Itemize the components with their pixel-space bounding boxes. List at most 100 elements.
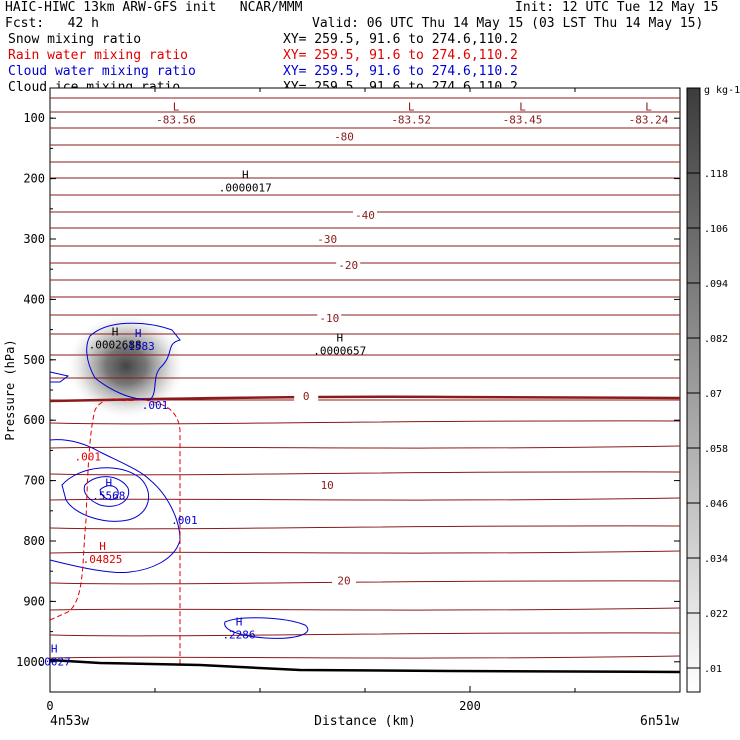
isotherm-label-bg: [315, 232, 340, 244]
colorbar-tick-label: .046: [704, 499, 728, 510]
cloud-water-upper-blob: [86, 322, 181, 401]
isotherm-label: 0: [303, 390, 310, 403]
y-tick-label: 1000: [16, 655, 45, 669]
colorbar-tick-label: .022: [704, 609, 728, 620]
isotherm-line: [49, 111, 681, 113]
isotherm-label: -30: [317, 233, 337, 246]
isotherm-line: [49, 445, 681, 449]
colorbar-tick-label: .082: [704, 334, 728, 345]
isotherm-line: [49, 262, 681, 264]
isotherm-line: [49, 607, 681, 611]
isotherm-label: -40: [355, 209, 375, 222]
isotherm-line: [49, 314, 681, 316]
isotherm-line: [49, 127, 681, 129]
y-axis-title: Pressure (hPa): [3, 339, 17, 440]
mixing-ratio-line-label: .001: [75, 450, 102, 463]
temperature-contours: [49, 97, 681, 659]
colorbar: [686, 87, 701, 693]
valid-time: Valid: 06 UTC Thu 14 May 15 (03 LST Thu …: [312, 16, 704, 31]
x-axis: 0 200: [46, 88, 576, 713]
freezing-level-line: [49, 395, 681, 403]
isotherm-line: [49, 177, 681, 179]
y-tick-label: 300: [23, 232, 45, 246]
isotherm-label-bg: [315, 477, 340, 490]
extremum-value: .1583: [122, 340, 155, 353]
extremum-mark: H: [51, 643, 58, 656]
colorbar-tick-label: .118: [704, 169, 728, 180]
extremum-mark: H: [242, 169, 249, 182]
x-axis-title: Distance (km): [314, 714, 416, 729]
extremum-value: -83.56: [156, 113, 196, 126]
colorbar-tick-label: .094: [704, 279, 728, 290]
colorbar-tick-label: .106: [704, 224, 728, 235]
isotherm-label-bg: [353, 207, 377, 220]
extremum-mark: H: [105, 477, 112, 490]
x-tick-label: 200: [459, 699, 481, 713]
isotherm-line: [49, 471, 681, 476]
field-rain-xy: XY= 259.5, 91.6 to 274.6,110.2: [283, 48, 518, 63]
field-snow-label: Snow mixing ratio: [8, 32, 142, 47]
extremum-mark: H: [236, 616, 243, 629]
extremum-mark: H: [336, 332, 343, 345]
isotherm-label: -10: [319, 312, 339, 325]
isotherm-line: [49, 97, 681, 99]
mixing-ratio-line-label: .001: [142, 399, 169, 412]
isotherm-line: [49, 161, 681, 163]
extremum-mark: L: [173, 100, 180, 113]
cloud-water-low-cell: [224, 617, 309, 639]
y-tick-label: 900: [23, 594, 45, 608]
y-tick-label: 600: [23, 413, 45, 427]
extremum-value: -83.52: [391, 113, 431, 126]
field-cloudwater-xy: XY= 259.5, 91.6 to 274.6,110.2: [283, 64, 518, 79]
cloud-water-lower-outer: [49, 439, 181, 574]
isotherm-line: [49, 525, 681, 530]
x-tick-label: 0: [46, 699, 53, 713]
colorbar-unit: g kg-1: [704, 85, 740, 96]
isotherm-line: [49, 144, 681, 146]
extremum-value: .0002688: [89, 339, 142, 352]
extremum-value: .0000017: [219, 182, 272, 195]
extremum-mark: L: [408, 100, 415, 113]
isotherm-line: [49, 632, 681, 637]
y-tick-label: 700: [23, 474, 45, 488]
x-left-endpoint: 4n53w: [50, 714, 89, 729]
extremum-value: -83.45: [503, 113, 543, 126]
extremum-value: .2286: [222, 629, 255, 642]
isotherm-line: [49, 655, 681, 659]
extremum-value: -83.24: [629, 113, 669, 126]
colorbar-tick-label: .058: [704, 444, 728, 455]
colorbar-tick-label: .034: [704, 554, 728, 565]
colorbar-tick-label: .01: [704, 664, 722, 675]
extremum-mark: H: [135, 327, 142, 340]
isotherm-line: [49, 227, 681, 229]
isotherm-label-bg: [294, 389, 319, 402]
mixing-ratio-line-label: .001: [171, 514, 198, 527]
contour-labels: -80 -40 -30-20 -10 0 10 20 .001 .001 .001: [75, 129, 377, 587]
extremum-value: .0027: [38, 656, 71, 669]
isotherm-line: [49, 550, 681, 554]
title-line-1: HAIC-HIWC 13km ARW-GFS init NCAR/MMM: [5, 0, 303, 15]
extremum-value: .0000657: [313, 345, 366, 358]
cloud-water-lower-mid: [61, 467, 149, 522]
isotherm-line: [49, 194, 681, 196]
isotherm-label-bg: [336, 257, 361, 270]
extremum-mark: H: [99, 540, 106, 553]
y-tick-label: 400: [23, 292, 45, 306]
y-tick-label: 800: [23, 534, 45, 548]
y-tick-label: 500: [23, 353, 45, 367]
isotherm-label: 10: [321, 479, 334, 492]
colorbar-tick-label: .07: [704, 389, 722, 400]
isotherm-label: -20: [338, 259, 358, 272]
isotherm-line: [49, 211, 681, 213]
colorbar-ticks: .01 .022 .034 .046 .058 .07 .082 .094 .106 .118: [687, 169, 728, 675]
field-rain-label: Rain water mixing ratio: [8, 48, 189, 63]
isotherm-label-bg: [332, 129, 356, 142]
isotherm-line: [49, 420, 681, 425]
snow-max-shading: [68, 314, 184, 418]
field-cloudwater-label: Cloud water mixing ratio: [8, 64, 196, 79]
extremum-mark: H: [112, 326, 119, 339]
forecast-hour: Fcst: 42 h: [5, 16, 99, 31]
isotherm-line: [49, 354, 681, 356]
y-tick-label: 100: [23, 111, 45, 125]
